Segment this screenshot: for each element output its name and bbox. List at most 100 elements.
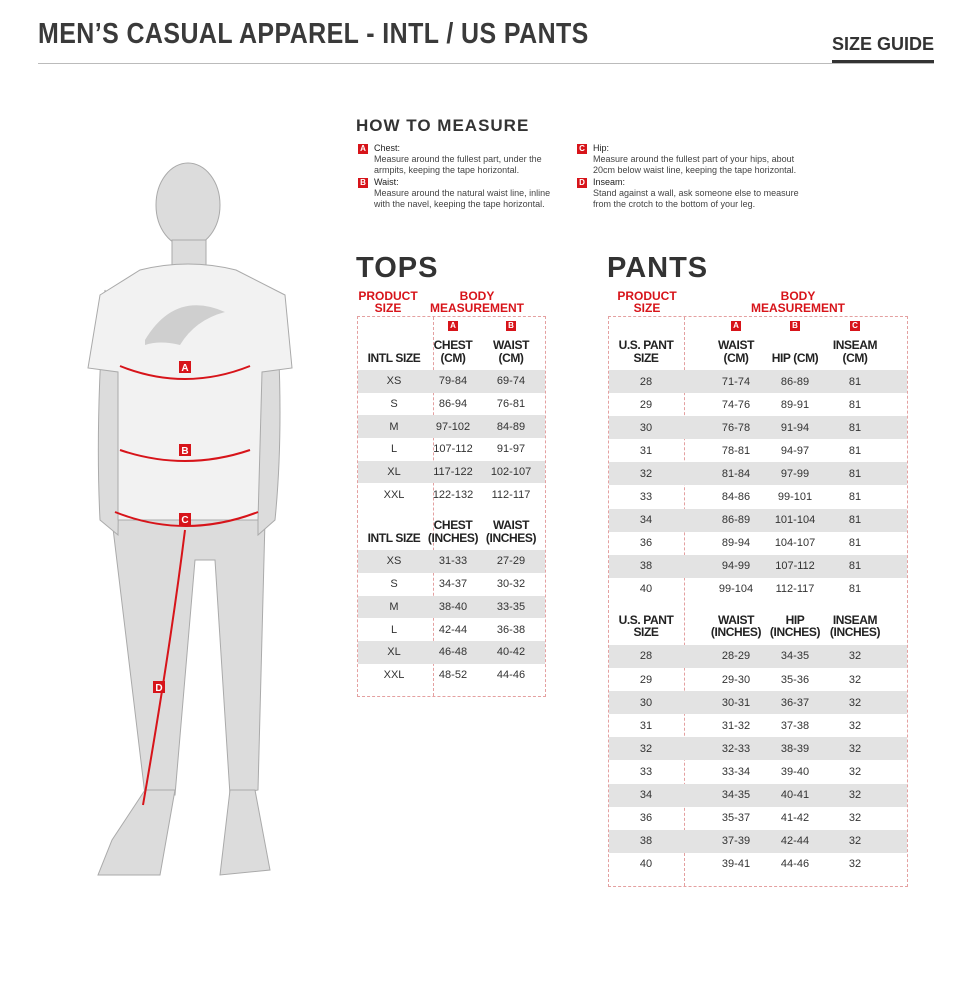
measurement-cell: 44-46 xyxy=(780,858,810,871)
size-cell: L xyxy=(390,443,398,456)
marker-badge: A xyxy=(448,321,458,331)
column-divider xyxy=(684,317,685,886)
column-header: HIP (CM) xyxy=(771,350,819,365)
tops-size-row: S 86-94 76-81 xyxy=(358,393,545,416)
marker-badge: A xyxy=(358,143,368,154)
column-divider xyxy=(433,317,434,697)
tops-inches-header-row: INTL SIZE CHEST (INCHES) WAIST (INCHES) xyxy=(358,506,545,550)
tops-size-row: M 97-102 84-89 xyxy=(358,415,545,439)
measurement-cell: 81 xyxy=(848,467,862,480)
measurement-cell: 32 xyxy=(848,696,862,709)
measurement-cell: 84-89 xyxy=(496,420,526,433)
tops-cm-header-row: INTL SIZE A CHEST (CM) B WAIST (CM) xyxy=(358,317,545,370)
measurement-cell: 34-37 xyxy=(438,578,468,591)
measurement-cell: 81 xyxy=(848,421,862,434)
measurement-cell: 34-35 xyxy=(721,789,751,802)
tops-size-row: L 107-112 91-97 xyxy=(358,438,545,461)
measurement-cell: 81 xyxy=(848,375,862,388)
measurement-cell: 76-78 xyxy=(721,421,751,434)
column-header: WAIST (INCHES) xyxy=(485,518,537,545)
instruction-label: D Inseam: xyxy=(577,177,802,188)
tops-size-row: XL 117-122 102-107 xyxy=(358,460,545,484)
instruction-name: Chest: xyxy=(374,143,401,153)
measurement-cell: 91-94 xyxy=(780,421,810,434)
instruction-label: C Hip: xyxy=(577,143,802,154)
marker-b: B xyxy=(181,446,188,457)
pants-size-row: 32 81-84 97-99 81 xyxy=(609,462,907,486)
measurement-cell: 81 xyxy=(848,444,862,457)
instruction-text: Stand against a wall, ask someone else t… xyxy=(593,188,799,209)
measurement-cell: 97-99 xyxy=(780,467,810,480)
measurement-cell: 33-34 xyxy=(721,765,751,778)
measurement-cell: 39-41 xyxy=(721,858,751,871)
measurement-cell: 78-81 xyxy=(721,444,751,457)
size-cell: XS xyxy=(386,555,402,568)
column-header: HIP (INCHES) xyxy=(769,612,821,640)
marker-c: C xyxy=(181,515,188,526)
measurement-cell: 32 xyxy=(848,765,862,778)
size-cell: XXL xyxy=(383,488,405,501)
marker-badge: C xyxy=(577,143,587,154)
measurement-cell: 86-89 xyxy=(780,375,810,388)
measurement-cell: 32-33 xyxy=(721,742,751,755)
pants-size-row: 32 32-33 38-39 32 xyxy=(609,737,907,761)
pants-size-row: 38 94-99 107-112 81 xyxy=(609,554,907,578)
measurement-cell: 84-86 xyxy=(721,491,751,504)
measurement-cell: 38-39 xyxy=(780,742,810,755)
pants-size-row: 28 71-74 86-89 81 xyxy=(609,370,907,394)
size-cell: 36 xyxy=(639,812,653,825)
measurement-cell: 33-35 xyxy=(496,600,526,613)
size-cell: 30 xyxy=(639,421,653,434)
measurement-cell: 32 xyxy=(848,835,862,848)
column-header: WAIST (INCHES) xyxy=(710,612,762,640)
instruction-a: A Chest: Measure around the fullest part, … xyxy=(358,143,563,176)
measurement-cell: 27-29 xyxy=(496,555,526,568)
size-cell: 31 xyxy=(639,719,653,732)
measurement-cell: 81 xyxy=(848,514,862,527)
measurement-cell: 38-40 xyxy=(438,600,468,613)
measurement-cell: 28-29 xyxy=(721,650,751,663)
marker-d: D xyxy=(155,683,162,694)
measurement-cell: 30-31 xyxy=(721,696,751,709)
pants-size-row: 34 86-89 101-104 81 xyxy=(609,508,907,532)
size-cell: S xyxy=(390,578,398,591)
marker-badge: C xyxy=(850,321,860,331)
measurement-cell: 31-33 xyxy=(438,555,468,568)
measurement-cell: 46-48 xyxy=(438,646,468,659)
measurement-cell: 32 xyxy=(848,812,862,825)
column-header: U.S. PANT SIZE xyxy=(618,612,674,640)
marker-badge: B xyxy=(790,321,800,331)
pants-size-row: 33 33-34 39-40 32 xyxy=(609,760,907,783)
pants-size-row: 36 89-94 104-107 81 xyxy=(609,532,907,555)
instruction-c: C Hip: Measure around the fullest part of … xyxy=(577,143,802,176)
pants-inches-header-row: U.S. PANT SIZE WAIST (INCHES) HIP (INCHES)… xyxy=(609,601,907,645)
size-cell: XL xyxy=(387,466,401,479)
measurement-cell: 30-32 xyxy=(496,578,526,591)
column-header: CHEST (CM) xyxy=(433,338,473,365)
measurement-cell: 71-74 xyxy=(721,375,751,388)
measurement-cell: 40-42 xyxy=(496,646,526,659)
size-cell: 30 xyxy=(639,696,653,709)
instruction-d: D Inseam: Stand against a wall, ask someon… xyxy=(577,177,802,210)
size-guide-label: SIZE GUIDE xyxy=(831,34,934,63)
pants-size-row: 40 99-104 112-117 81 xyxy=(609,578,907,601)
measurement-cell: 31-32 xyxy=(721,719,751,732)
how-to-measure-title: HOW TO MEASURE xyxy=(356,116,530,135)
size-cell: 33 xyxy=(639,765,653,778)
instruction-text: Measure around the fullest part, under t… xyxy=(374,154,542,175)
pants-size-row: 36 35-37 41-42 32 xyxy=(609,807,907,830)
measurement-cell: 86-94 xyxy=(438,398,468,411)
measurement-cell: 40-41 xyxy=(780,789,810,802)
tops-size-row: XS 31-33 27-29 xyxy=(358,550,545,573)
instructions-right: C Hip: Measure around the fullest part of … xyxy=(577,143,802,210)
size-cell: 36 xyxy=(639,537,653,550)
pants-size-row: 34 34-35 40-41 32 xyxy=(609,783,907,807)
measurement-cell: 32 xyxy=(848,858,862,871)
measurement-cell: 42-44 xyxy=(780,835,810,848)
measurement-cell: 37-39 xyxy=(721,835,751,848)
measurement-cell: 79-84 xyxy=(438,375,468,388)
tops-title: TOPS xyxy=(356,252,439,284)
measurement-cell: 97-102 xyxy=(435,420,471,433)
measurement-cell: 99-101 xyxy=(777,491,813,504)
instruction-text: Measure around the fullest part of your … xyxy=(593,154,797,175)
